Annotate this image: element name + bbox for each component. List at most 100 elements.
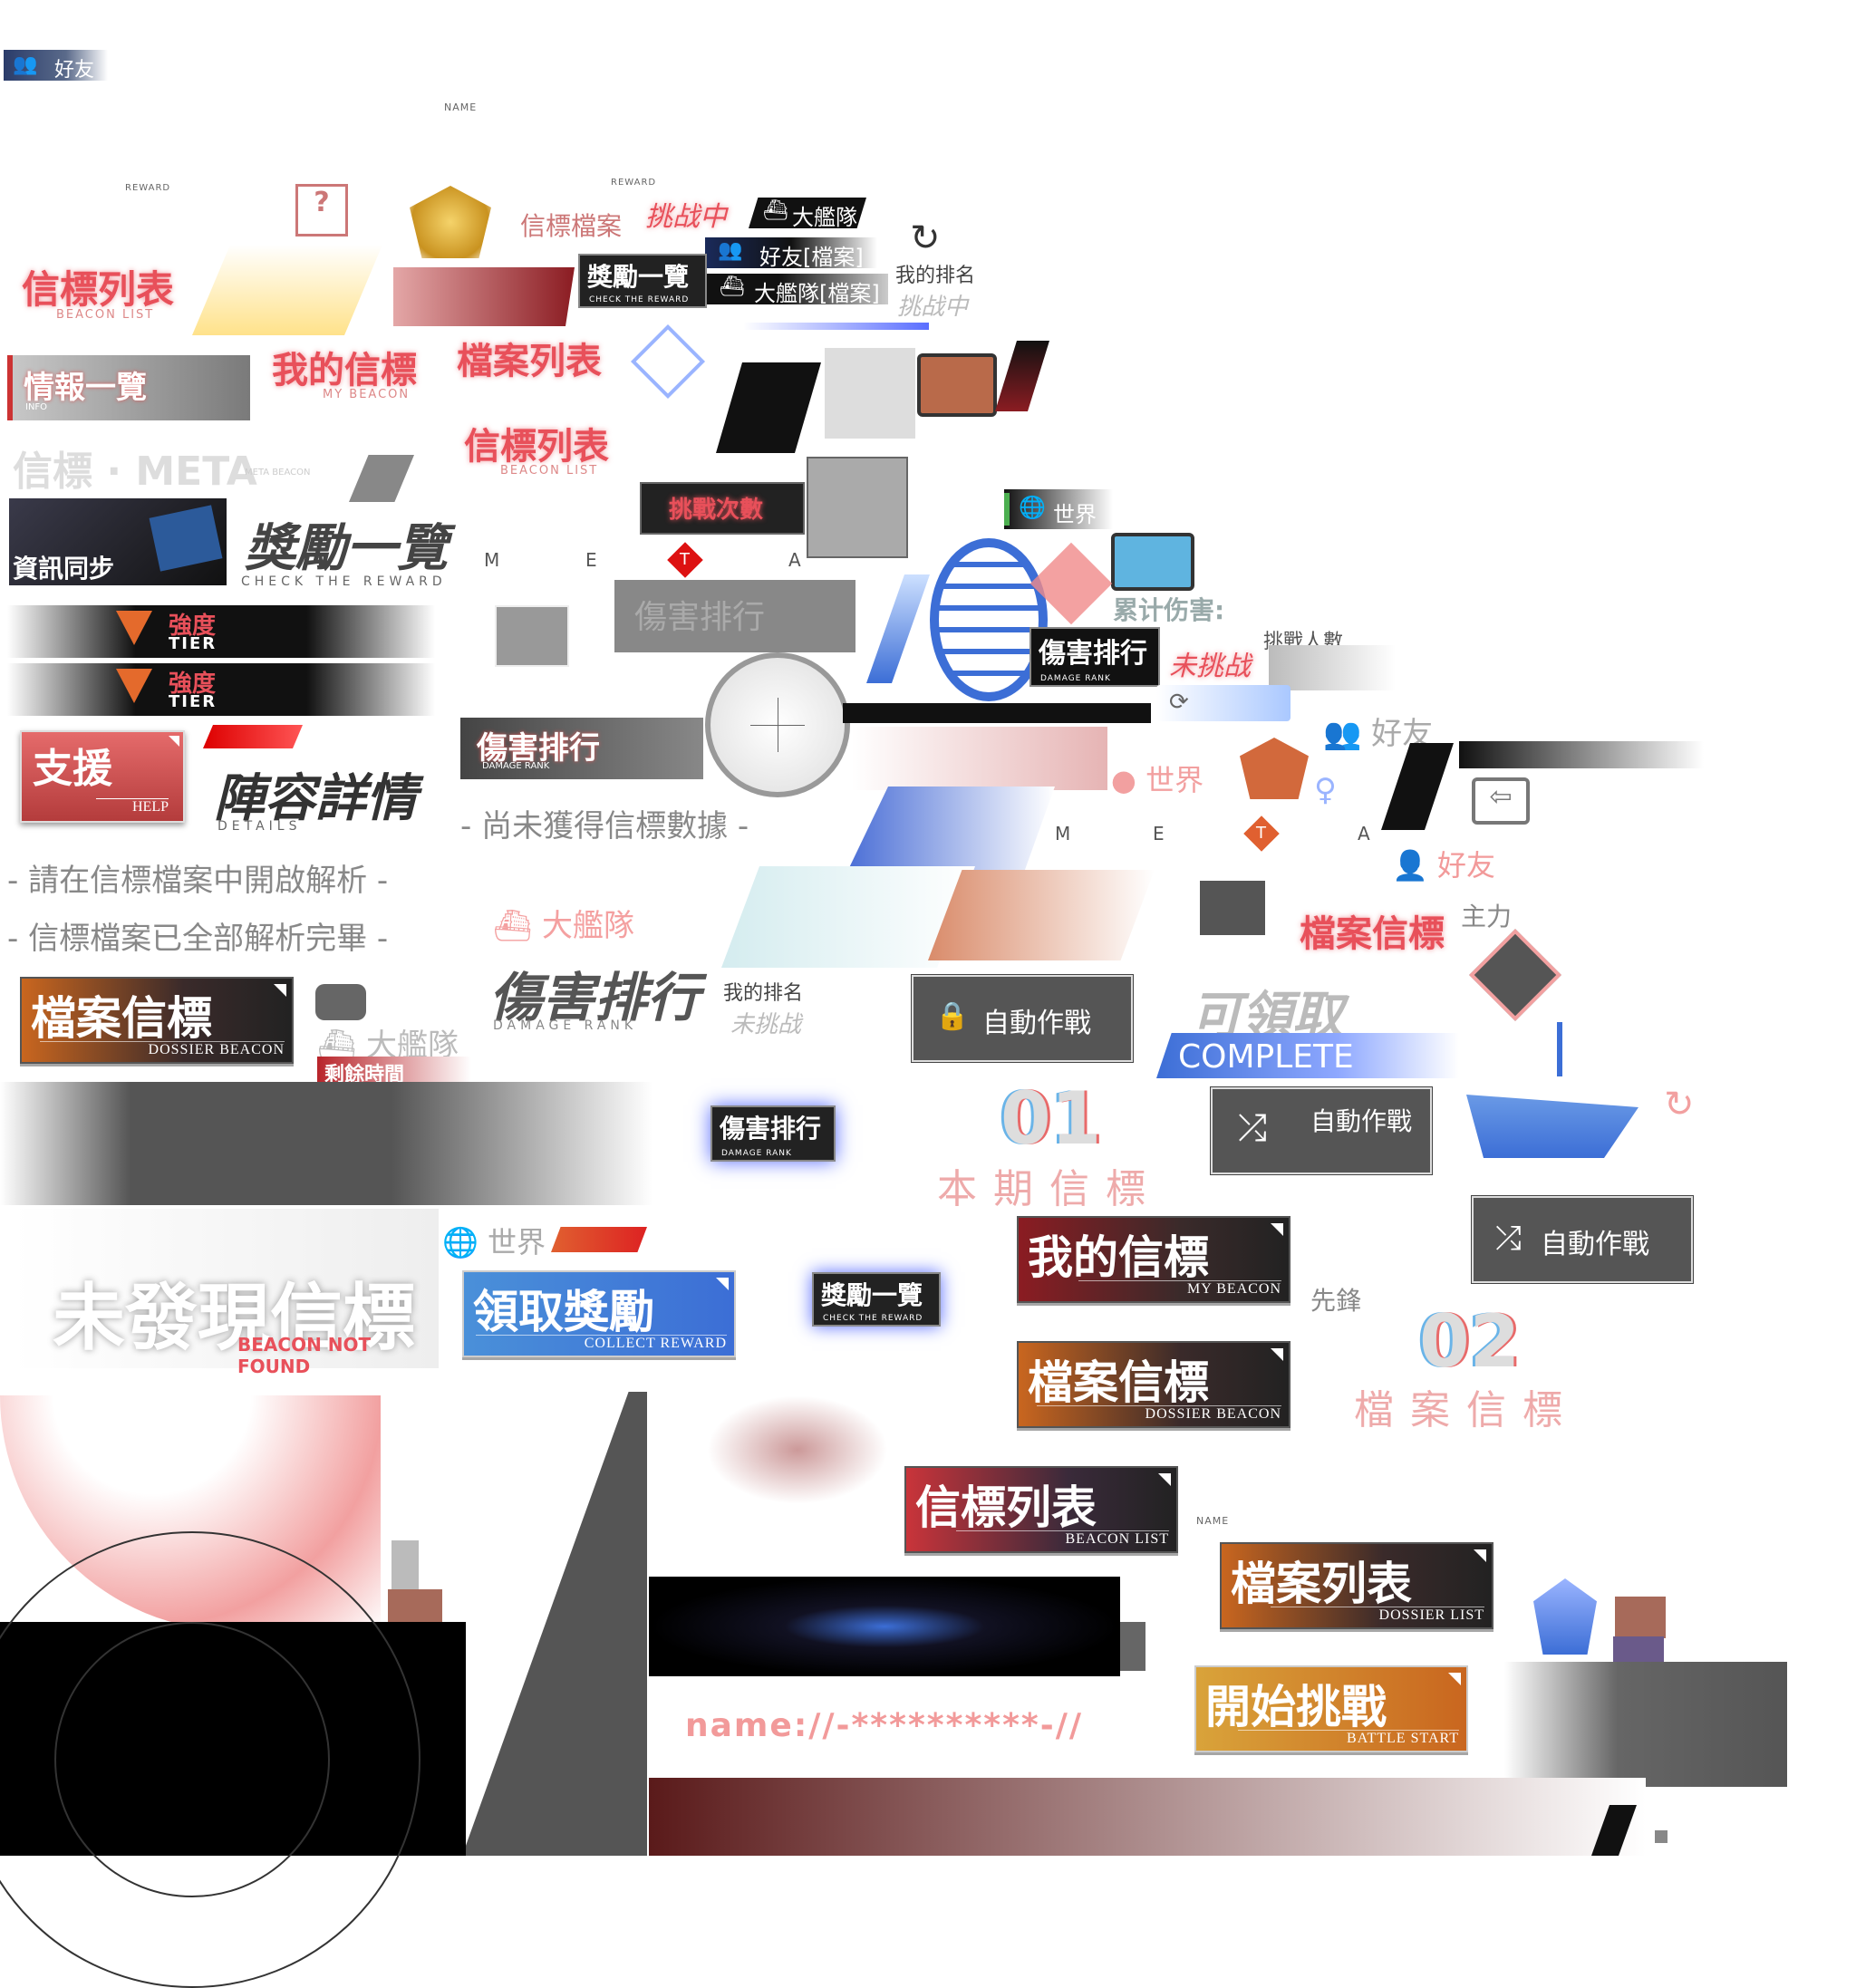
help-icon[interactable]: ? — [295, 184, 348, 236]
reward-overview-big: 獎勵一覽 — [245, 518, 448, 578]
grey-square-3 — [495, 605, 569, 667]
hint-open: - 請在信標檔案中開啟解析 - — [7, 863, 389, 899]
reward-caption: REWARD — [125, 183, 171, 193]
grey-square-2 — [807, 457, 908, 558]
damage-rank-pill-2[interactable]: 傷害排行 DAMAGE RANK — [710, 1105, 836, 1162]
black-bar-2 — [1459, 741, 1704, 768]
corner-mark — [274, 984, 286, 997]
hint-all-done: - 信標檔案已全部解析完畢 - — [7, 921, 389, 957]
main-force-label: 主力 — [1461, 902, 1513, 931]
world-chip-3-label: 世界 — [488, 1225, 546, 1259]
device-icon — [917, 353, 997, 417]
reward-overview2-en: CHECK THE REWARD — [823, 1314, 923, 1323]
refresh-icon[interactable]: ↻ — [910, 217, 941, 259]
corner-mark — [1271, 1223, 1283, 1236]
my-beacon-card[interactable]: 我的信標 MY BEACON — [1017, 1216, 1290, 1303]
purple-square — [1613, 1636, 1664, 1665]
num01: 01 — [1000, 1076, 1102, 1161]
grey-slant-tall — [462, 1392, 647, 1856]
big-fleet-chip[interactable]: ⛴ 大艦隊 — [749, 198, 866, 228]
beacon-dossier-label: 信標檔案 — [520, 211, 623, 241]
challenging-label: 挑战中 — [645, 201, 727, 233]
collect-reward-en: COLLECT REWARD — [475, 1335, 727, 1352]
yellow-slant — [192, 245, 382, 335]
battle-start-button[interactable]: 開始挑戰 BATTLE START — [1194, 1665, 1468, 1752]
name-caption-2: NAME — [1196, 1515, 1230, 1527]
friends-icon: 👥 — [13, 53, 38, 76]
not-challenged-label: 未挑战 — [1169, 651, 1251, 682]
damage-rank-header-en: DAMAGE RANK — [482, 761, 550, 771]
refresh-pill[interactable]: ⟳ — [1156, 685, 1290, 721]
sync-banner[interactable]: 資訊同步 — [9, 498, 227, 585]
meta-letter-t: T — [680, 550, 690, 569]
shuffle-icon: ⤮ — [1495, 1220, 1522, 1257]
grey-square-1 — [825, 348, 915, 439]
big-fleet-text: 大艦隊 — [792, 205, 857, 230]
meta-letter-t: T — [1256, 824, 1266, 843]
friend-dossier-chip[interactable]: 👥 好友[檔案] — [705, 237, 877, 270]
my-beacon-title: 我的信標 — [272, 349, 417, 391]
auto-battle-locked-button[interactable]: 🔒 自動作戰 — [912, 975, 1133, 1062]
orange-tag — [551, 1227, 647, 1252]
fleet-dossier-chip[interactable]: ⛴ 大艦隊[檔案] — [707, 274, 888, 306]
my-beacon-card-title: 我的信標 — [1028, 1230, 1209, 1284]
help-card[interactable]: 支援 HELP — [20, 730, 185, 823]
beacon-list-title: 信標列表 — [22, 267, 175, 312]
beacon-list-card[interactable]: 信標列表 BEACON LIST — [904, 1466, 1178, 1553]
meta-caption: META BEACON — [245, 468, 311, 478]
dossier-beacon-card[interactable]: 檔案信標 DOSSIER BEACON — [20, 977, 294, 1064]
meta-letter-e: E — [585, 549, 597, 571]
dossier-list-title: 檔案列表 — [457, 340, 602, 382]
collect-reward-button[interactable]: 領取獎勵 COLLECT REWARD — [462, 1270, 736, 1357]
damage-rank-header-label: 傷害排行 — [477, 730, 600, 767]
friend-tab[interactable]: 👥 好友 — [4, 50, 108, 82]
auto-battle-shuffle-button[interactable]: ⤮ 自動作戰 — [1211, 1087, 1432, 1174]
radar-panel — [0, 1531, 466, 1988]
tier-label: TIER — [169, 634, 218, 653]
reward-overview2-label: 獎勵一覽 — [821, 1280, 923, 1310]
dossier-card[interactable]: 檔案信標 DOSSIER BEACON — [1017, 1341, 1290, 1428]
world-chip[interactable]: 🌐 世界 — [1004, 489, 1113, 529]
brown-tab — [388, 1589, 442, 1622]
damage-rank-pill[interactable]: 傷害排行 DAMAGE RANK — [1030, 627, 1160, 687]
reward-overview-pill-2[interactable]: 獎勵一覽 CHECK THE REWARD — [812, 1272, 941, 1327]
refresh-pink-icon[interactable]: ↻ — [1664, 1084, 1695, 1125]
collect-reward-title: 領取獎勵 — [473, 1285, 654, 1338]
challenge-count-label: 挑戰次數 — [669, 497, 764, 524]
world-chip-3[interactable]: 🌐 世界 — [442, 1220, 546, 1261]
auto-battle-label: 自動作戰 — [982, 1008, 1091, 1039]
not-challenged2-label: 未挑战 — [730, 1011, 802, 1038]
damage-rank-pill2-label: 傷害排行 — [720, 1114, 822, 1144]
ship-icon: ⛴ — [720, 275, 745, 298]
home-icon[interactable] — [1469, 929, 1561, 1021]
reward-overview-pill[interactable]: 獎勵一覽 CHECK THE REWARD — [578, 254, 707, 308]
globe-emblem-icon — [866, 538, 1048, 701]
difficulty-row-2: 強度 TIER — [7, 663, 435, 716]
blue-lens-flare-bar — [649, 1577, 1120, 1676]
battleship-icon — [1466, 1022, 1638, 1176]
globe-icon: 🌐 — [442, 1225, 478, 1259]
friend-tab-label: 好友 — [54, 59, 95, 82]
rank2-badge-icon — [1533, 1578, 1597, 1655]
details-en: DETAILS — [218, 819, 302, 834]
this-period-label: 本期信標 — [937, 1166, 1162, 1212]
complete-bar: COMPLETE — [1156, 1033, 1459, 1078]
fleet-faded-label: 大艦隊 — [541, 908, 634, 944]
globe-icon: ● — [1111, 763, 1136, 797]
return-icon[interactable]: ⇦ — [1472, 777, 1530, 825]
dossier-list-card[interactable]: 檔案列表 DOSSIER LIST — [1220, 1542, 1494, 1629]
beacon-list2-title: 信標列表 — [464, 425, 609, 468]
damage-rank-big-en: DAMAGE RANK — [493, 1018, 638, 1033]
challenge-count-chip[interactable]: 挑戰次數 — [640, 482, 805, 535]
num02: 02 — [1419, 1299, 1521, 1384]
grey-rounded-1 — [315, 984, 366, 1020]
auto-battle-shuffle-button-2[interactable]: ⤮ 自動作戰 — [1472, 1196, 1693, 1283]
info-list-header: 情報一覽 INFO — [7, 355, 250, 420]
dossier-beacon-title: 檔案信標 — [31, 991, 212, 1045]
friend-pink-label: 好友 — [1437, 848, 1496, 883]
warning-icon — [116, 611, 152, 645]
world-chip-2[interactable]: ● 世界 — [1111, 758, 1204, 799]
sync-label: 資訊同步 — [13, 554, 115, 584]
total-damage-label: 累计伤害: — [1113, 595, 1225, 625]
warning-icon — [116, 669, 152, 703]
